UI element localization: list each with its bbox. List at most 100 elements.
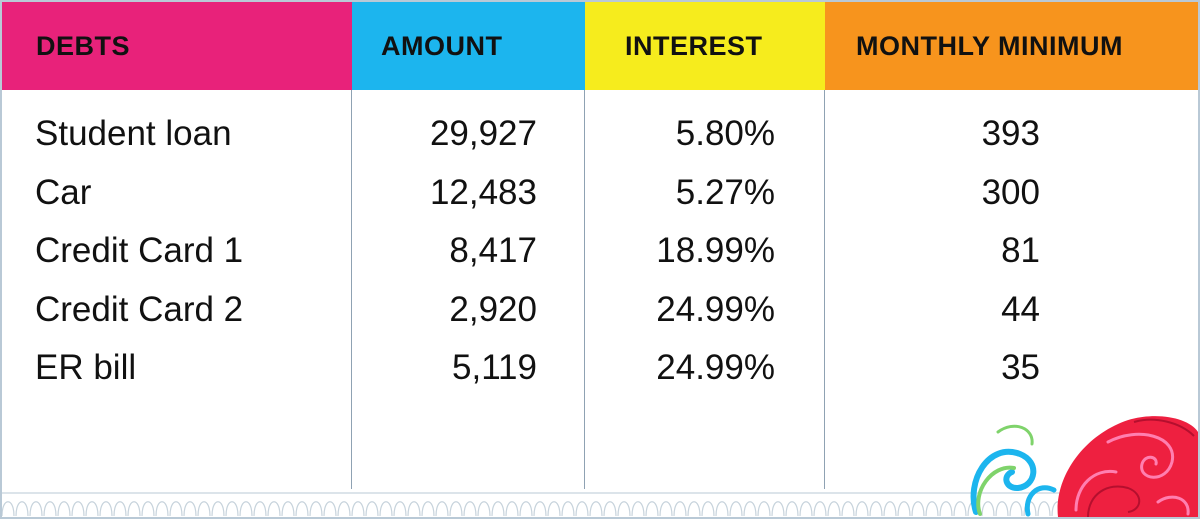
scallop	[127, 501, 141, 517]
scallop	[1009, 501, 1023, 517]
scallop	[113, 501, 127, 517]
scallop	[561, 501, 575, 517]
debt-interest: 5.80%	[675, 114, 775, 153]
scallop	[589, 501, 603, 517]
debt-minimum: 393	[981, 114, 1040, 153]
debt-amount: 8,417	[449, 231, 537, 270]
scallop	[57, 501, 71, 517]
scallop	[519, 501, 533, 517]
debt-amount: 5,119	[452, 348, 537, 387]
debt-name: Car	[35, 172, 92, 212]
scallop	[911, 501, 925, 517]
header-interest: INTEREST	[585, 2, 825, 90]
scallop	[687, 501, 701, 517]
debt-minimum: 35	[1001, 348, 1040, 387]
scallop	[603, 501, 617, 517]
scallop	[407, 501, 421, 517]
scallop	[743, 501, 757, 517]
debt-interest: 24.99%	[656, 289, 775, 329]
scallop	[645, 501, 659, 517]
scallop	[309, 501, 323, 517]
column-divider	[351, 90, 352, 489]
scallop	[953, 501, 967, 517]
scallop	[267, 501, 281, 517]
scallop	[183, 501, 197, 517]
scallop	[505, 501, 519, 517]
header-debts: DEBTS	[2, 2, 352, 90]
scallop	[99, 501, 113, 517]
scallop	[449, 501, 463, 517]
scallop	[463, 501, 477, 517]
scallop	[827, 501, 841, 517]
debt-minimum: 300	[981, 172, 1040, 212]
table-body: Student loan 29,927 5.80% 393 Car 12,483…	[2, 105, 1198, 398]
scallop	[295, 501, 309, 517]
scallop	[757, 501, 771, 517]
column-divider	[824, 90, 825, 489]
scallop	[617, 501, 631, 517]
scallop	[29, 501, 43, 517]
debt-amount: 2,920	[449, 289, 537, 329]
scallop	[435, 501, 449, 517]
debt-interest: 5.27%	[675, 172, 775, 212]
table-row: Student loan 29,927 5.80% 393	[2, 105, 1198, 164]
header-amount-label: AMOUNT	[381, 30, 503, 61]
table-row: Car 12,483 5.27% 300	[2, 164, 1198, 223]
scallop	[897, 501, 911, 517]
scallop	[939, 501, 953, 517]
scallop	[533, 501, 547, 517]
table-row: Credit Card 1 8,417 18.99% 81	[2, 222, 1198, 281]
scallop	[869, 501, 883, 517]
swirl-flourish-icon	[970, 416, 1198, 517]
table-row: Credit Card 2 2,920 24.99% 44	[2, 281, 1198, 340]
header-monthly-minimum-label: MONTHLY MINIMUM	[856, 30, 1123, 61]
scallop	[841, 501, 855, 517]
scallop	[43, 501, 57, 517]
debt-name: ER bill	[35, 348, 137, 387]
scallop	[771, 501, 785, 517]
scallop	[785, 501, 799, 517]
scallop	[15, 501, 29, 517]
scallop	[659, 501, 673, 517]
scallop	[883, 501, 897, 517]
header-debts-label: DEBTS	[36, 30, 131, 61]
scallop	[239, 501, 253, 517]
header-amount: AMOUNT	[352, 2, 585, 90]
debt-amount: 12,483	[429, 172, 537, 212]
scallop	[925, 501, 939, 517]
scallop	[813, 501, 827, 517]
scallop	[995, 501, 1009, 517]
debt-interest: 24.99%	[656, 348, 775, 387]
scallop	[477, 501, 491, 517]
scallop	[169, 501, 183, 517]
scallop	[379, 501, 393, 517]
debt-name: Student loan	[35, 114, 232, 153]
scallop	[85, 501, 99, 517]
debt-name: Credit Card 1	[35, 231, 244, 270]
scallop	[253, 501, 267, 517]
debt-interest: 18.99%	[656, 231, 775, 270]
scallop	[351, 501, 365, 517]
scallop	[71, 501, 85, 517]
scallop	[715, 501, 729, 517]
debt-name: Credit Card 2	[35, 289, 244, 329]
debt-amount: 29,927	[429, 114, 537, 153]
debt-minimum: 81	[1001, 231, 1040, 270]
scallop	[323, 501, 337, 517]
scallop	[729, 501, 743, 517]
scallop	[1037, 501, 1051, 517]
scallop	[701, 501, 715, 517]
scallop	[197, 501, 211, 517]
scallop	[575, 501, 589, 517]
scallop	[981, 501, 995, 517]
scallop	[211, 501, 225, 517]
scallop	[365, 501, 379, 517]
scallop	[421, 501, 435, 517]
table-row: ER bill 5,119 24.99% 35	[2, 339, 1198, 398]
scallop	[799, 501, 813, 517]
scallop	[393, 501, 407, 517]
scallop	[631, 501, 645, 517]
scallop	[155, 501, 169, 517]
scallop	[673, 501, 687, 517]
scallop	[2, 501, 15, 517]
